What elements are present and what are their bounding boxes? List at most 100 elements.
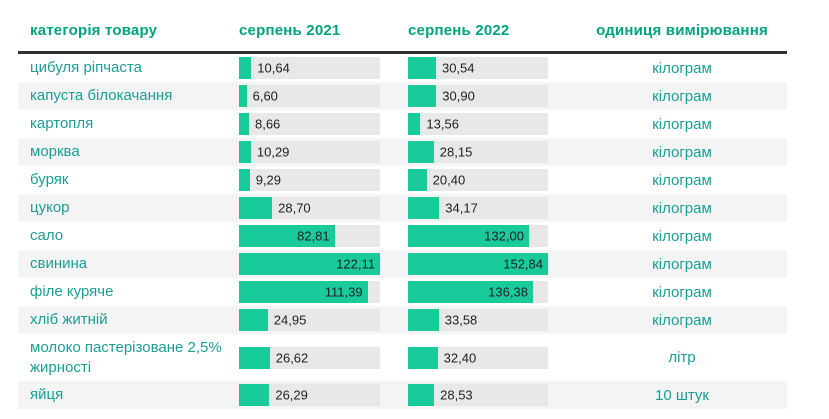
bar-value-label: 13,56 — [426, 116, 459, 132]
bar-cell-2022: 28,53 — [408, 384, 577, 406]
bar-value-label: 28,15 — [439, 144, 473, 160]
bar-track: 28,70 — [239, 197, 380, 219]
value-bar — [239, 346, 270, 369]
unit-cell: кілограм — [652, 171, 712, 189]
bar-track: 10,29 — [239, 141, 380, 163]
bar-cell-2021: 111,39 — [239, 281, 408, 303]
table-row: буряк 9,29 20,40 кілограм — [18, 166, 787, 194]
product-price-table: категорія товару серпень 2021 серпень 20… — [18, 14, 787, 409]
bar-track: 13,56 — [408, 113, 548, 135]
value-bar — [239, 85, 247, 107]
value-bar — [408, 384, 435, 406]
bar-cell-2022: 30,54 — [408, 57, 577, 79]
table-row: свинина 122,11 152,84 кілограм — [18, 250, 787, 278]
bar-value-label: 82,81 — [297, 228, 330, 244]
bar-cell-2021: 26,29 — [239, 384, 408, 406]
bar-cell-2022: 34,17 — [408, 197, 577, 219]
bar-value-label: 26,29 — [275, 387, 308, 403]
category-cell: хліб житній — [30, 311, 108, 329]
value-bar — [239, 57, 252, 79]
bar-track: 9,29 — [239, 169, 380, 191]
bar-cell-2022: 28,15 — [408, 141, 577, 163]
bar-value-label: 32,40 — [443, 350, 477, 365]
table-row: хліб житній 24,95 33,58 кілограм — [18, 306, 787, 334]
bar-value-label: 24,95 — [273, 312, 307, 328]
table-row: морква 10,29 28,15 кілограм — [18, 138, 787, 166]
bar-cell-2021: 9,29 — [239, 169, 408, 191]
bar-cell-2021: 24,95 — [239, 309, 408, 331]
value-bar — [408, 346, 438, 369]
value-bar — [408, 57, 436, 79]
value-bar — [408, 113, 421, 135]
bar-value-label: 34,17 — [445, 200, 478, 216]
bar-value-label: 132,00 — [484, 228, 524, 244]
bar-value-label: 33,58 — [444, 312, 478, 328]
unit-cell: 10 штук — [655, 386, 709, 404]
bar-value-label: 9,29 — [255, 172, 282, 188]
bar-value-label: 6,60 — [252, 88, 278, 104]
bar-value-label: 30,54 — [441, 60, 475, 76]
bar-value-label: 28,53 — [440, 387, 473, 403]
unit-cell: кілограм — [652, 311, 712, 329]
bar-track: 28,15 — [408, 141, 548, 163]
category-cell: сало — [30, 227, 64, 245]
value-bar — [239, 309, 268, 331]
value-bar — [408, 85, 437, 107]
bar-track: 111,39 — [239, 281, 380, 303]
value-bar — [239, 141, 251, 163]
bar-value-label: 20,40 — [432, 172, 466, 188]
bar-track: 152,84 — [408, 253, 548, 275]
bar-cell-2022: 132,00 — [408, 225, 577, 247]
table-row: яйця 26,29 28,53 10 штук — [18, 381, 787, 409]
table-row: цибуля ріпчаста 10,64 30,54 кілограм — [18, 54, 787, 82]
column-header-aug-2022: серпень 2022 — [408, 22, 510, 39]
bar-cell-2021: 82,81 — [239, 225, 408, 247]
bar-track: 136,38 — [408, 281, 548, 303]
bar-track: 30,90 — [408, 85, 548, 107]
bar-track: 82,81 — [239, 225, 380, 247]
bar-track: 26,62 — [239, 346, 380, 369]
table-row: капуста білокачання 6,60 30,90 кілограм — [18, 82, 787, 110]
bar-track: 122,11 — [239, 253, 380, 275]
bar-track: 26,29 — [239, 384, 380, 406]
bar-track: 30,54 — [408, 57, 548, 79]
value-bar — [239, 197, 273, 219]
table-row: цукор 28,70 34,17 кілограм — [18, 194, 787, 222]
bar-track: 6,60 — [239, 85, 380, 107]
bar-value-label: 8,66 — [254, 116, 281, 132]
bar-value-label: 122,11 — [336, 256, 375, 272]
value-bar — [239, 225, 335, 247]
value-bar — [239, 253, 380, 275]
category-cell: цукор — [30, 199, 70, 217]
unit-cell: літр — [668, 349, 696, 366]
bar-cell-2022: 152,84 — [408, 253, 577, 275]
unit-cell: кілограм — [652, 199, 712, 217]
bar-value-label: 26,62 — [275, 350, 309, 365]
bar-value-label: 111,39 — [324, 284, 363, 300]
category-cell: цибуля ріпчаста — [30, 59, 142, 77]
category-cell: буряк — [30, 171, 69, 189]
bar-cell-2021: 6,60 — [239, 85, 408, 107]
table-row: філе куряче 111,39 136,38 кілограм — [18, 278, 787, 306]
bar-cell-2021: 8,66 — [239, 113, 408, 135]
category-cell: яйця — [30, 386, 64, 404]
column-header-unit: одиниця вимірювання — [596, 22, 768, 39]
value-bar — [408, 309, 439, 331]
value-bar — [408, 141, 434, 163]
bar-cell-2021: 122,11 — [239, 253, 408, 275]
bar-track: 34,17 — [408, 197, 548, 219]
unit-cell: кілограм — [652, 283, 712, 301]
bar-value-label: 10,64 — [257, 60, 290, 76]
column-header-aug-2021: серпень 2021 — [239, 22, 341, 39]
table-body: цибуля ріпчаста 10,64 30,54 кілограм кап… — [18, 54, 787, 409]
bar-track: 20,40 — [408, 169, 548, 191]
bar-track: 24,95 — [239, 309, 380, 331]
table-header-row: категорія товару серпень 2021 серпень 20… — [18, 14, 787, 54]
value-bar — [408, 253, 548, 275]
value-bar — [408, 169, 427, 191]
bar-cell-2022: 13,56 — [408, 113, 577, 135]
bar-track: 10,64 — [239, 57, 380, 79]
bar-cell-2021: 26,62 — [239, 346, 408, 369]
bar-track: 33,58 — [408, 309, 548, 331]
bar-cell-2022: 20,40 — [408, 169, 577, 191]
